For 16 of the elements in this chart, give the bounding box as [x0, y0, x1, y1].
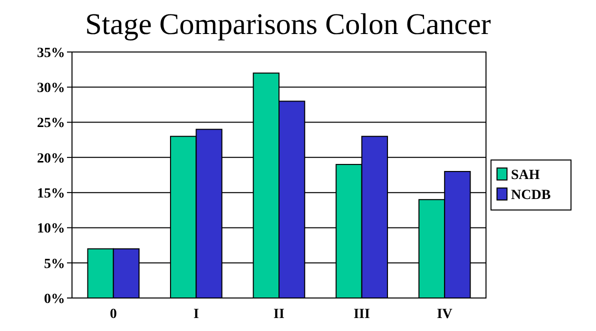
legend-label: NCDB: [511, 188, 551, 203]
x-tick-label: IV: [436, 307, 452, 322]
y-tick-label: 10%: [37, 222, 65, 237]
y-tick-label: 0%: [44, 292, 65, 307]
legend-label: SAH: [511, 168, 540, 183]
y-tick-label: 25%: [37, 116, 65, 132]
y-tick-label: 30%: [37, 81, 65, 96]
x-tick-label: II: [274, 307, 284, 322]
x-tick-label: I: [193, 307, 199, 322]
y-tick-label: 35%: [37, 46, 65, 61]
y-tick-label: 15%: [37, 186, 65, 202]
x-tick-label: 0: [110, 307, 117, 322]
chart-title: Stage Comparisons Colon Cancer: [85, 8, 491, 41]
y-tick-label: 20%: [37, 151, 65, 166]
y-tick-label: 5%: [44, 256, 65, 272]
x-tick-label: III: [354, 307, 370, 322]
